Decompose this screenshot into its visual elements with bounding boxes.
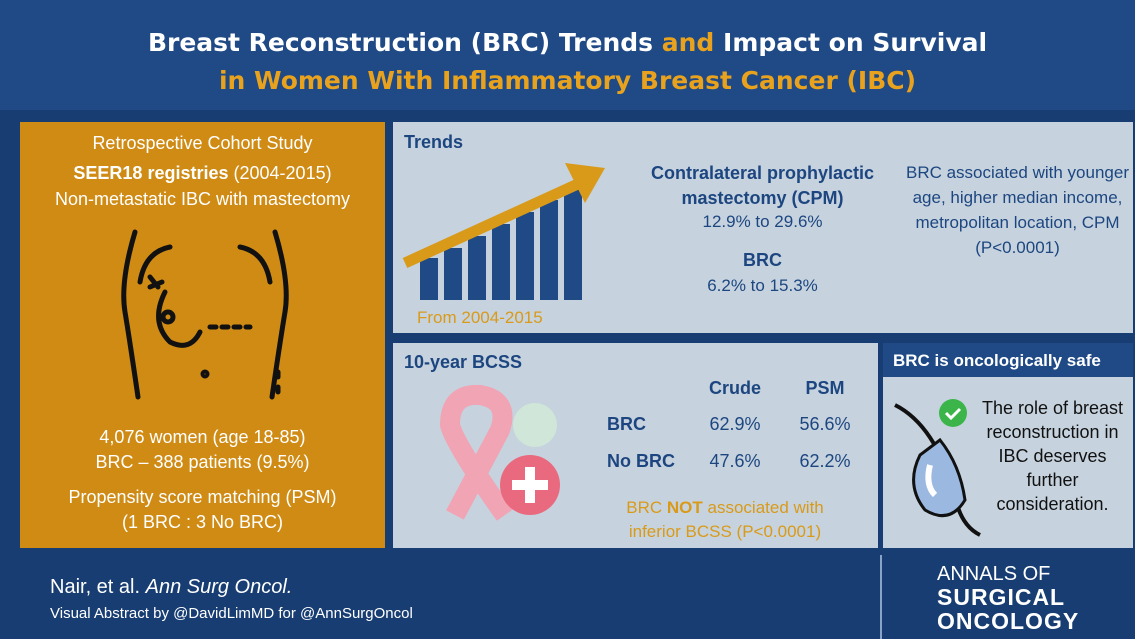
cpm-label: Contralateral prophylactic mastectomy (C… (630, 161, 895, 211)
credit: Visual Abstract by @DavidLimMD for @AnnS… (50, 605, 413, 622)
cohort-study: Retrospective Cohort Study (20, 133, 385, 154)
authors: Nair, et al. (50, 576, 140, 598)
torso-icon (110, 222, 300, 402)
brc-change: 6.2% to 15.3% (630, 276, 895, 296)
cohort-population: Non-metastatic IBC with mastectomy (20, 189, 385, 210)
cohort-psm: Propensity score matching (PSM) (20, 487, 385, 508)
cpm-change: 12.9% to 29.6% (630, 212, 895, 232)
cell: 62.9% (705, 414, 765, 435)
trends-period: From 2004-2015 (417, 308, 543, 328)
trends-association: BRC associated with younger age, higher … (905, 160, 1130, 260)
trends-title: Trends (404, 132, 463, 153)
brc-label: BRC (630, 250, 895, 271)
ribbon-icon (405, 385, 575, 535)
cohort-women: 4,076 women (age 18-85) (20, 427, 385, 448)
title-line2: in Women With Inflammatory Breast Cancer… (0, 66, 1135, 95)
visual-abstract: Breast Reconstruction (BRC) Trends and I… (0, 0, 1135, 639)
note-part: BRC (626, 498, 662, 517)
bcss-title: 10-year BCSS (404, 352, 522, 373)
cell: 47.6% (705, 451, 765, 472)
col-header: Crude (705, 378, 765, 399)
source-bold: SEER18 registries (73, 163, 228, 183)
cell: 56.6% (795, 414, 855, 435)
title-part: Impact on Survival (723, 28, 987, 57)
trend-chart-icon (400, 158, 615, 303)
logo-line: SURGICAL (937, 584, 1065, 611)
cohort-ratio: (1 BRC : 3 No BRC) (20, 512, 385, 533)
source-years: (2004-2015) (234, 163, 332, 183)
row-label: No BRC (607, 451, 675, 472)
citation: Nair, et al. Ann Surg Oncol. (50, 576, 292, 599)
safety-text: The role of breast reconstruction in IBC… (975, 396, 1130, 516)
footer-divider (880, 555, 882, 639)
note-bold: NOT (667, 498, 703, 517)
row-label: BRC (607, 414, 646, 435)
cohort-brc: BRC – 388 patients (9.5%) (20, 452, 385, 473)
safety-title: BRC is oncologically safe (893, 351, 1101, 371)
logo-line: ANNALS OF (937, 563, 1050, 586)
cell: 62.2% (795, 451, 855, 472)
col-header: PSM (795, 378, 855, 399)
title-line1: Breast Reconstruction (BRC) Trends and I… (0, 28, 1135, 57)
cohort-source: SEER18 registries (2004-2015) (20, 163, 385, 184)
title-part: and (662, 28, 715, 57)
title-part: Breast Reconstruction (BRC) Trends (148, 28, 653, 57)
bcss-note: BRC NOT associated with inferior BCSS (P… (600, 496, 850, 544)
logo-line: ONCOLOGY (937, 608, 1079, 635)
reconstruction-icon (885, 385, 985, 545)
journal: Ann Surg Oncol. (146, 576, 293, 598)
